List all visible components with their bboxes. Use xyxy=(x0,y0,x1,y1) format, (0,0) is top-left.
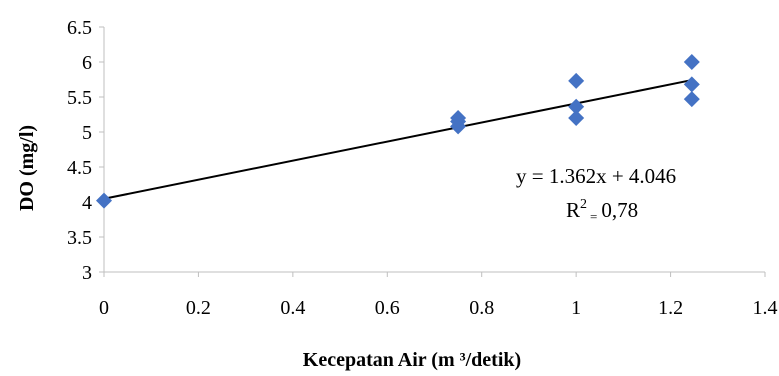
data-point-diamond xyxy=(683,76,700,93)
y-tick-label: 4.5 xyxy=(67,157,92,179)
y-tick-label: 6.5 xyxy=(67,17,92,39)
r-squared-superscript: 2 xyxy=(580,197,587,212)
x-tick-label: 0.4 xyxy=(280,297,305,319)
x-tick-label: 0.8 xyxy=(469,297,494,319)
x-axis-ticks: 0 0.2 0.4 0.6 0.8 1 1.2 1.4 xyxy=(99,272,778,319)
x-tick-label: 1.2 xyxy=(658,297,683,319)
x-tick-label: 0.2 xyxy=(186,297,211,319)
trendline-equation: y = 1.362x + 4.046 xyxy=(516,164,676,188)
r-squared-value: 0,78 xyxy=(601,198,638,222)
data-point-diamond xyxy=(683,91,700,108)
data-point-diamond xyxy=(568,110,585,126)
data-point-diamond xyxy=(568,98,585,115)
y-axis-ticks: 3 3.5 4 4.5 5 5.5 6 6.5 xyxy=(67,17,104,284)
y-tick-label: 3 xyxy=(82,262,92,284)
y-tick-label: 5.5 xyxy=(67,87,92,109)
y-tick-label: 3.5 xyxy=(67,227,92,249)
data-points xyxy=(96,54,700,209)
data-point-diamond xyxy=(683,54,700,70)
x-tick-label: 1.4 xyxy=(753,297,778,319)
x-axis-title: Kecepatan Air (m ³/detik) xyxy=(303,349,521,371)
x-tick-label: 0 xyxy=(99,297,109,319)
x-tick-label: 0.6 xyxy=(375,297,400,319)
r-squared-equals: = xyxy=(590,209,597,224)
data-point-diamond xyxy=(450,118,467,135)
r-squared-label: R2= 0,78 xyxy=(566,197,638,224)
data-point-diamond xyxy=(568,72,585,89)
x-tick-label: 1 xyxy=(571,297,581,319)
data-point-diamond xyxy=(96,192,112,209)
y-tick-label: 4 xyxy=(82,192,92,214)
r-squared-symbol: R xyxy=(566,198,580,222)
y-tick-label: 5 xyxy=(82,122,92,144)
y-axis-title: DO (mg/l) xyxy=(16,125,38,211)
trendline xyxy=(103,79,693,200)
y-tick-label: 6 xyxy=(82,52,92,74)
